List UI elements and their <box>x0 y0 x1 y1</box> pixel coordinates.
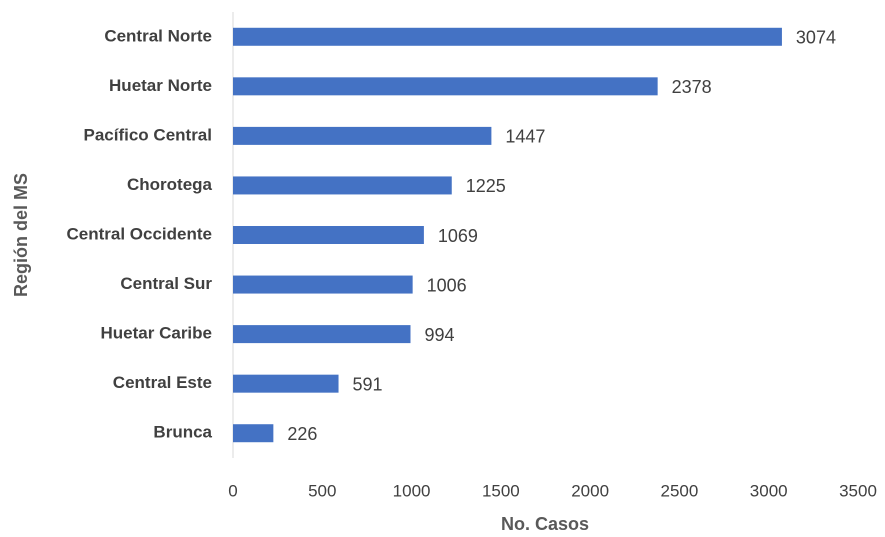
bar <box>233 226 424 244</box>
bar <box>233 27 782 46</box>
bar <box>233 176 452 195</box>
value-label: 2378 <box>672 77 712 97</box>
y-tick-label: Central Sur <box>120 274 212 293</box>
y-tick-label: Central Norte <box>104 26 212 45</box>
x-tick-label: 3500 <box>839 481 877 500</box>
x-axis-title: No. Casos <box>501 514 589 534</box>
y-axis-title: Región del MS <box>11 173 31 297</box>
bar <box>233 374 339 393</box>
y-tick-label: Huetar Caribe <box>101 324 212 343</box>
y-tick-label: Brunca <box>153 423 212 442</box>
bar <box>233 275 413 294</box>
bar <box>233 126 492 145</box>
y-tick-label: Central Este <box>113 373 212 392</box>
y-tick-label: Central Occidente <box>67 224 213 243</box>
x-tick-label: 0 <box>228 481 237 500</box>
bar <box>233 77 658 96</box>
x-tick-label: 1500 <box>482 481 520 500</box>
x-tick-label: 500 <box>308 481 336 500</box>
y-tick-label: Chorotega <box>127 175 213 194</box>
bar <box>233 325 411 344</box>
value-label: 1006 <box>427 275 467 295</box>
value-label: 3074 <box>796 28 836 48</box>
y-tick-label: Pacífico Central <box>84 125 213 144</box>
value-label: 1069 <box>438 226 478 246</box>
y-tick-label: Huetar Norte <box>109 76 212 95</box>
value-label: 1225 <box>466 176 506 196</box>
value-label: 994 <box>425 325 455 345</box>
x-tick-label: 2000 <box>571 481 609 500</box>
x-tick-label: 2500 <box>661 481 699 500</box>
x-tick-label: 1000 <box>393 481 431 500</box>
x-tick-label: 3000 <box>750 481 788 500</box>
bar <box>233 424 274 443</box>
value-label: 226 <box>287 424 317 444</box>
value-label: 1447 <box>505 127 545 147</box>
value-label: 591 <box>353 374 383 394</box>
